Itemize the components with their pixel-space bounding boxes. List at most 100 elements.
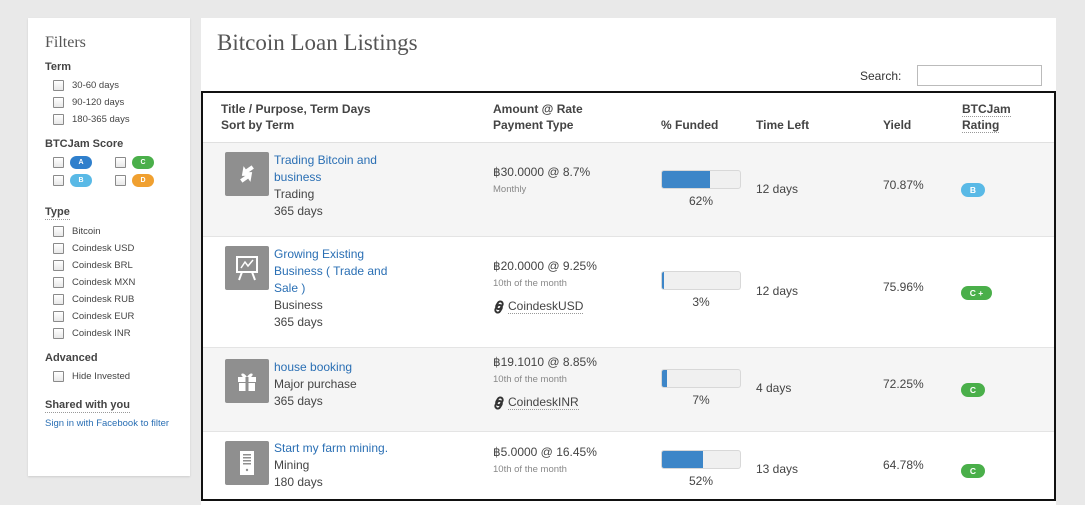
type-filter-mxn[interactable]: Coindesk MXN: [45, 274, 190, 291]
payment-type-label[interactable]: CoindeskINR: [508, 395, 579, 410]
title-column-header[interactable]: Title / Purpose, Term Days Sort by Term: [221, 102, 371, 132]
type-filter-brl[interactable]: Coindesk BRL: [45, 257, 190, 274]
type-filter-bitcoin[interactable]: Bitcoin: [45, 223, 190, 240]
term-filter-90-120[interactable]: 90-120 days: [45, 94, 190, 111]
loan-title-link[interactable]: Growing Existing Business ( Trade and Sa…: [274, 247, 388, 295]
amount-rate: ฿5.0000 @ 16.45%: [493, 445, 597, 459]
loan-title-link[interactable]: house booking: [274, 360, 353, 374]
term-filter-180-365[interactable]: 180-365 days: [45, 111, 190, 128]
type-inr-label: Coindesk INR: [72, 328, 131, 339]
time-left-column-header[interactable]: Time Left: [756, 118, 810, 132]
server-tower-icon: [225, 441, 269, 485]
type-filter-usd[interactable]: Coindesk USD: [45, 240, 190, 257]
hide-invested-checkbox[interactable]: [53, 371, 64, 382]
hide-invested-label: Hide Invested: [72, 371, 131, 382]
table-row[interactable]: Trading Bitcoin and business Trading 365…: [203, 143, 1054, 237]
yield-value: 72.25%: [883, 377, 924, 391]
rating-badge: C: [961, 464, 985, 478]
facebook-signin-link[interactable]: Sign in with Facebook to filter: [45, 418, 170, 429]
type-filter-eur[interactable]: Coindesk EUR: [45, 308, 190, 325]
score-heading: BTCJam Score: [45, 138, 124, 150]
type-bitcoin-checkbox[interactable]: [53, 226, 64, 237]
loan-table: Title / Purpose, Term Days Sort by Term …: [201, 91, 1056, 501]
type-inr-checkbox[interactable]: [53, 328, 64, 339]
yield-value: 75.96%: [883, 280, 924, 294]
funded-bar-fill: [662, 370, 668, 387]
score-d-checkbox[interactable]: [115, 174, 126, 186]
loan-term: 365 days: [274, 394, 323, 408]
funded-percent: 7%: [692, 393, 710, 407]
type-eur-label: Coindesk EUR: [72, 311, 135, 322]
type-rub-checkbox[interactable]: [53, 294, 64, 305]
score-filter-c[interactable]: C: [107, 154, 169, 170]
type-brl-checkbox[interactable]: [53, 260, 64, 271]
table-row[interactable]: Growing Existing Business ( Trade and Sa…: [203, 237, 1054, 348]
type-eur-checkbox[interactable]: [53, 311, 64, 322]
funded-percent: 52%: [688, 474, 714, 488]
funded-progress: 62%: [661, 170, 741, 208]
funded-progress: 52%: [661, 450, 741, 488]
loan-purpose: Business: [274, 298, 323, 312]
presentation-board-icon: [225, 246, 269, 290]
funded-progress: 7%: [661, 369, 741, 407]
exchange-arrows-icon: [225, 152, 269, 196]
type-filter-inr[interactable]: Coindesk INR: [45, 325, 190, 342]
yield-column-header[interactable]: Yield: [883, 118, 912, 132]
score-d-badge: D: [132, 173, 154, 187]
loan-title-link[interactable]: Trading Bitcoin and business: [274, 153, 377, 184]
payment-schedule: Monthly: [493, 184, 527, 195]
type-brl-label: Coindesk BRL: [72, 260, 133, 271]
score-a-checkbox[interactable]: [53, 156, 64, 168]
type-mxn-checkbox[interactable]: [53, 277, 64, 288]
score-b-badge: B: [70, 173, 92, 187]
time-left: 13 days: [756, 462, 799, 476]
main-panel: Bitcoin Loan Listings Search: Title / Pu…: [201, 18, 1056, 505]
funded-bar: [661, 271, 741, 290]
gift-icon: [225, 359, 269, 403]
term-30-60-label: 30-60 days: [72, 80, 120, 91]
payment-type[interactable]: CoindeskINR: [493, 395, 597, 410]
score-filter-a[interactable]: A: [45, 154, 107, 170]
search-input[interactable]: [917, 65, 1042, 86]
amount-column-header[interactable]: Amount @ Rate Payment Type: [493, 102, 583, 132]
payment-schedule: 10th of the month: [493, 374, 567, 385]
search-label: Search:: [860, 69, 902, 83]
payment-type[interactable]: CoindeskUSD: [493, 299, 597, 314]
funded-bar: [661, 450, 741, 469]
score-filter-d[interactable]: D: [107, 172, 169, 188]
rating-column-header[interactable]: BTCJam Rating: [962, 102, 1011, 133]
type-filter-rub[interactable]: Coindesk RUB: [45, 291, 190, 308]
score-filter-b[interactable]: B: [45, 172, 107, 188]
table-row[interactable]: Start my farm mining. Mining 180 days ฿5…: [203, 432, 1054, 499]
funded-percent: 3%: [692, 295, 710, 309]
payment-type-label[interactable]: CoindeskUSD: [508, 299, 584, 314]
loan-term: 365 days: [274, 204, 323, 218]
yield-value: 70.87%: [883, 178, 924, 192]
score-b-checkbox[interactable]: [53, 174, 64, 186]
funded-bar: [661, 369, 741, 388]
term-filter-30-60[interactable]: 30-60 days: [45, 77, 190, 94]
term-180-365-checkbox[interactable]: [53, 114, 64, 125]
term-180-365-label: 180-365 days: [72, 114, 130, 125]
term-heading: Term: [45, 61, 72, 73]
score-c-badge: C: [132, 155, 154, 169]
funded-column-header[interactable]: % Funded: [661, 118, 719, 132]
type-usd-checkbox[interactable]: [53, 243, 64, 254]
term-90-120-checkbox[interactable]: [53, 97, 64, 108]
funded-bar-fill: [662, 272, 665, 289]
loan-purpose: Major purchase: [274, 377, 357, 391]
term-30-60-checkbox[interactable]: [53, 80, 64, 91]
funded-bar-fill: [662, 451, 703, 468]
page-title: Bitcoin Loan Listings: [217, 30, 418, 55]
table-row[interactable]: house booking Major purchase 365 days ฿1…: [203, 348, 1054, 432]
rating-badge: B: [961, 183, 985, 197]
loan-purpose: Trading: [274, 187, 315, 201]
time-left: 4 days: [756, 381, 792, 395]
amount-rate: ฿19.1010 @ 8.85%: [493, 355, 597, 369]
loan-title-link[interactable]: Start my farm mining.: [274, 441, 389, 455]
funded-progress: 3%: [661, 271, 741, 309]
sort-by-term-link[interactable]: Sort by Term: [221, 118, 295, 132]
score-c-checkbox[interactable]: [115, 156, 126, 168]
type-heading: Type: [45, 206, 70, 220]
hide-invested-filter[interactable]: Hide Invested: [45, 368, 190, 385]
